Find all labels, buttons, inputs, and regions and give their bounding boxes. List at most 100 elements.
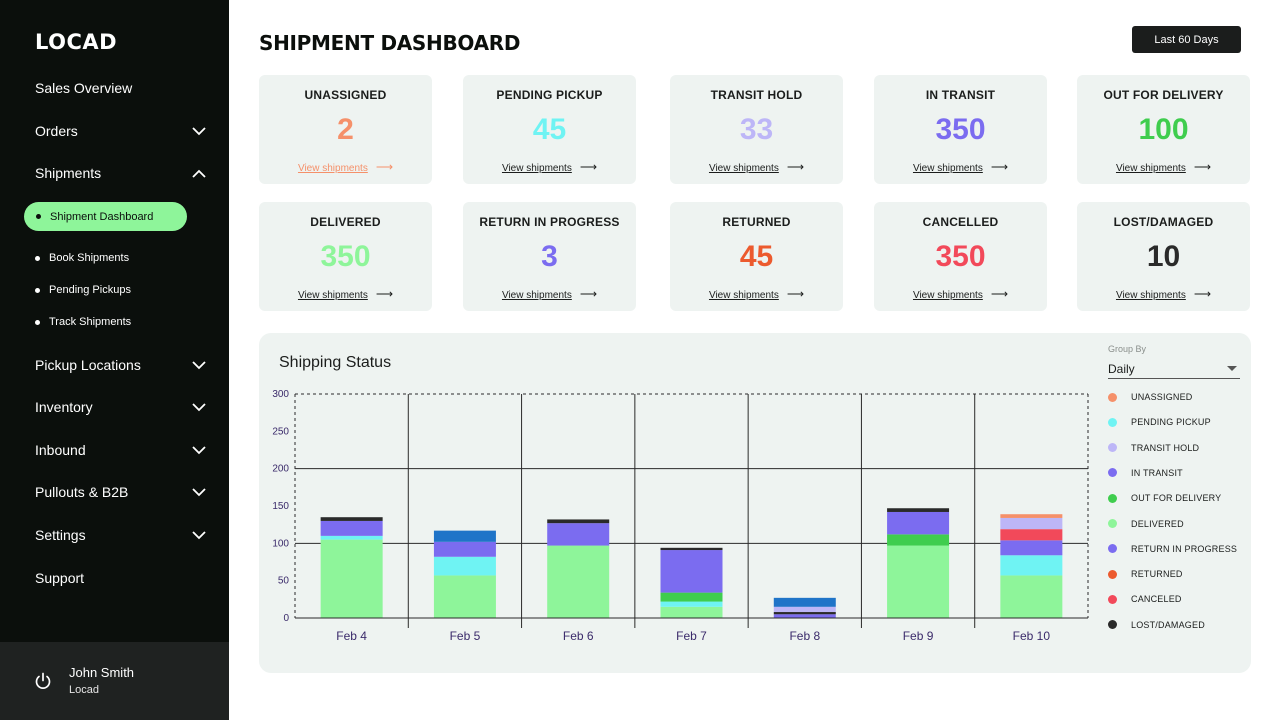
bullet-icon (36, 214, 41, 219)
nav-item-label: Pullouts & B2B (35, 484, 129, 500)
status-card-lost-damaged: LOST/DAMAGED 10 View shipments ⟶ (1077, 202, 1250, 311)
status-card-pending-pickup: PENDING PICKUP 45 View shipments ⟶ (463, 75, 636, 184)
view-shipments-link[interactable]: View shipments ⟶ (874, 160, 1047, 174)
nav-item-pullouts-b2b[interactable]: Pullouts & B2B (35, 479, 207, 505)
power-icon[interactable] (34, 672, 52, 690)
chevron-down-icon[interactable] (191, 357, 207, 373)
x-tick-label: Feb 6 (563, 629, 594, 643)
legend-item: OUT FOR DELIVERY (1108, 491, 1221, 505)
view-shipments-link[interactable]: View shipments ⟶ (463, 160, 636, 174)
link-label: View shipments (501, 290, 572, 301)
nav-item-label: Sales Overview (35, 80, 133, 96)
legend-item: UNASSIGNED (1108, 390, 1193, 404)
chevron-down-icon[interactable] (191, 123, 207, 139)
y-tick-label: 0 (283, 613, 289, 624)
arrow-right-icon: ⟶ (990, 160, 1009, 174)
link-label: View shipments (912, 163, 983, 174)
bar-segment (547, 519, 610, 524)
bar-segment (547, 523, 610, 546)
nav-item-sales-overview[interactable]: Sales Overview (35, 75, 207, 101)
link-label: View shipments (297, 163, 368, 174)
sub-item-track-shipments[interactable]: Track Shipments (35, 312, 131, 332)
bullet-icon (35, 319, 40, 325)
view-shipments-link[interactable]: View shipments ⟶ (259, 287, 432, 301)
brand-logo[interactable]: LOCAD (35, 30, 118, 54)
page-title: SHIPMENT DASHBOARD (259, 31, 521, 55)
card-title: LOST/DAMAGED (1113, 215, 1214, 229)
chevron-up-icon[interactable] (191, 165, 207, 181)
chevron-down-icon[interactable] (191, 399, 207, 415)
view-shipments-link[interactable]: View shipments ⟶ (1077, 160, 1250, 174)
card-title: DELIVERED (310, 215, 381, 229)
arrow-right-icon: ⟶ (579, 287, 598, 301)
x-tick-label: Feb 8 (789, 629, 820, 643)
arrow-right-icon: ⟶ (1193, 287, 1212, 301)
user-name: John Smith (69, 665, 135, 680)
view-shipments-link[interactable]: View shipments ⟶ (463, 287, 636, 301)
y-tick-label: 50 (278, 576, 290, 587)
bar-segment (1000, 555, 1063, 576)
nav-item-inbound[interactable]: Inbound (35, 437, 207, 463)
legend-label: IN TRANSIT (1131, 467, 1183, 478)
legend-swatch (1108, 594, 1117, 604)
chevron-down-icon[interactable] (191, 484, 207, 500)
nav-item-orders[interactable]: Orders (35, 118, 207, 144)
legend-item: TRANSIT HOLD (1108, 441, 1199, 455)
card-title: RETURN IN PROGRESS (479, 215, 620, 229)
legend-label: OUT FOR DELIVERY (1131, 493, 1222, 504)
legend-label: LOST/DAMAGED (1131, 619, 1205, 630)
legend-swatch (1108, 392, 1117, 402)
arrow-right-icon: ⟶ (990, 287, 1009, 301)
legend-item: CANCELED (1108, 592, 1182, 606)
legend-item: PENDING PICKUP (1108, 415, 1211, 429)
sub-item-book-shipments[interactable]: Book Shipments (35, 248, 129, 268)
bar-segment (433, 556, 496, 576)
card-value: 100 (1138, 113, 1189, 146)
sub-item-shipment-dashboard[interactable]: Shipment Dashboard (24, 202, 187, 231)
nav-item-support[interactable]: Support (35, 565, 207, 591)
view-shipments-link[interactable]: View shipments ⟶ (874, 287, 1047, 301)
status-card-out-for-delivery: OUT FOR DELIVERY 100 View shipments ⟶ (1077, 75, 1250, 184)
bar-segment (773, 612, 836, 615)
link-label: View shipments (708, 290, 779, 301)
arrow-right-icon: ⟶ (579, 160, 598, 174)
sidebar: LOCAD Sales Overview Orders Shipments Sh… (0, 0, 229, 720)
card-value: 350 (935, 113, 986, 146)
x-tick-label: Feb 9 (903, 629, 934, 643)
legend-swatch (1108, 544, 1117, 554)
view-shipments-link[interactable]: View shipments ⟶ (670, 287, 843, 301)
user-panel (0, 642, 229, 720)
shipping-status-chart: 0 50 100 150 200 250 300 Feb 4 Feb 5 Feb 6 Feb 7 Fe… (272, 389, 1089, 643)
chevron-down-icon[interactable] (191, 527, 207, 543)
card-title: UNASSIGNED (304, 88, 387, 102)
bar-segment (547, 545, 610, 618)
y-tick-label: 200 (272, 464, 289, 475)
nav-item-settings[interactable]: Settings (35, 522, 207, 548)
sub-item-pending-pickups[interactable]: Pending Pickups (35, 280, 131, 300)
card-title: TRANSIT HOLD (710, 88, 803, 102)
date-range-button[interactable]: Last 60 Days (1132, 26, 1241, 53)
nav-item-pickup-locations[interactable]: Pickup Locations (35, 352, 207, 378)
group-by-select[interactable]: Daily (1108, 359, 1240, 379)
nav-item-inventory[interactable]: Inventory (35, 394, 207, 420)
x-tick-label: Feb 4 (336, 629, 367, 643)
nav-item-label: Pickup Locations (35, 357, 141, 373)
card-value: 45 (739, 240, 774, 273)
card-value: 2 (337, 113, 354, 146)
x-tick-label: Feb 7 (676, 629, 707, 643)
bar-segment (320, 535, 383, 540)
bar-segment (660, 601, 723, 607)
bar-segment (1000, 575, 1063, 618)
arrow-right-icon: ⟶ (786, 287, 805, 301)
card-title: IN TRANSIT (925, 88, 996, 102)
card-title: RETURNED (722, 215, 791, 229)
status-card-in-transit: IN TRANSIT 350 View shipments ⟶ (874, 75, 1047, 184)
view-shipments-link[interactable]: View shipments ⟶ (1077, 287, 1250, 301)
view-shipments-link[interactable]: View shipments ⟶ (670, 160, 843, 174)
chevron-down-icon[interactable] (191, 442, 207, 458)
arrow-right-icon: ⟶ (786, 160, 805, 174)
view-shipments-link[interactable]: View shipments ⟶ (259, 160, 432, 174)
nav-item-shipments[interactable]: Shipments (35, 160, 207, 186)
status-card-return-in-progress: RETURN IN PROGRESS 3 View shipments ⟶ (463, 202, 636, 311)
legend-swatch (1108, 620, 1117, 630)
